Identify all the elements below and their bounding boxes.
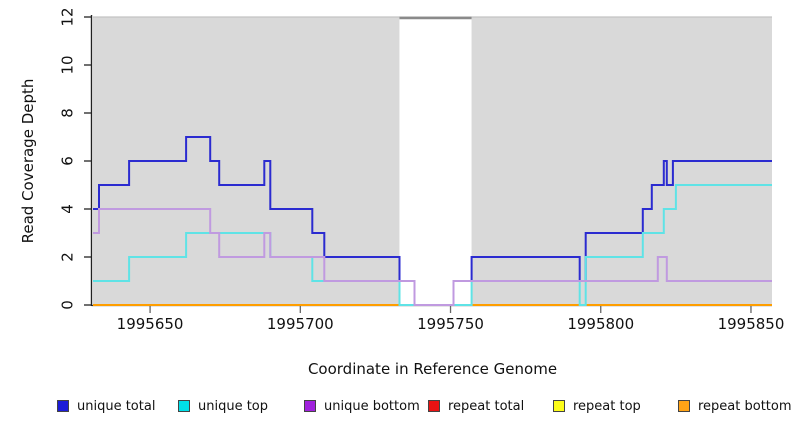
- legend-swatch-unique-bottom: [304, 400, 316, 412]
- legend: unique total unique top unique bottom repea…: [0, 398, 792, 416]
- series-unique-bottom: [93, 208, 772, 306]
- legend-label: repeat bottom: [698, 398, 792, 414]
- y-tick-label: 12: [59, 7, 77, 26]
- legend-item-unique-top: unique top: [178, 398, 268, 414]
- legend-item-unique-total: unique total: [57, 398, 155, 414]
- legend-swatch-repeat-bottom: [678, 400, 690, 412]
- legend-swatch-unique-total: [57, 400, 69, 412]
- legend-label: unique bottom: [324, 398, 420, 414]
- y-tick-label: 10: [59, 55, 77, 74]
- x-tick-label: 1995750: [417, 315, 484, 333]
- x-axis-title: Coordinate in Reference Genome: [307, 360, 558, 378]
- x-tick-label: 1995850: [718, 315, 785, 333]
- legend-label: unique top: [198, 398, 269, 414]
- series-unique-top: [93, 184, 772, 306]
- y-tick-label: 6: [59, 156, 77, 166]
- legend-item-unique-bottom: unique bottom: [304, 398, 420, 414]
- y-axis-title: Read Coverage Depth: [19, 78, 37, 244]
- x-tick-label: 1995700: [267, 315, 334, 333]
- x-tick-label: 1995650: [117, 315, 184, 333]
- x-tick-label: 1995800: [567, 315, 634, 333]
- y-tick-label: 2: [59, 252, 77, 262]
- legend-swatch-repeat-total: [428, 400, 440, 412]
- legend-swatch-unique-top: [178, 400, 190, 412]
- legend-label: repeat total: [448, 398, 525, 414]
- legend-label: unique total: [77, 398, 156, 414]
- legend-swatch-repeat-top: [553, 400, 565, 412]
- legend-item-repeat-top: repeat top: [553, 398, 641, 414]
- y-tick-label: 0: [59, 300, 77, 310]
- legend-item-repeat-bottom: repeat bottom: [678, 398, 792, 414]
- legend-item-repeat-total: repeat total: [428, 398, 524, 414]
- y-tick-label: 4: [59, 204, 77, 214]
- legend-label: repeat top: [573, 398, 641, 414]
- y-tick-label: 8: [59, 108, 77, 118]
